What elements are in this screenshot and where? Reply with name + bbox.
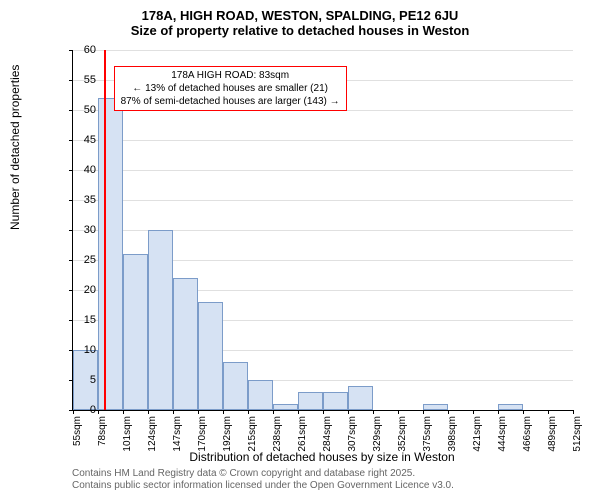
x-tick-mark [173, 410, 174, 414]
x-tick-mark [323, 410, 324, 414]
x-tick-label: 352sqm [397, 416, 408, 456]
y-tick-label: 15 [84, 314, 96, 326]
x-tick-label: 329sqm [372, 416, 383, 456]
x-tick-label: 307sqm [347, 416, 358, 456]
x-tick-mark [573, 410, 574, 414]
histogram-bar [323, 392, 348, 410]
histogram-bar [173, 278, 198, 410]
y-tick-label: 10 [84, 344, 96, 356]
y-axis-label: Number of detached properties [8, 65, 22, 230]
x-tick-mark [223, 410, 224, 414]
grid-line [73, 140, 573, 141]
property-marker-line [104, 50, 106, 410]
x-tick-mark [298, 410, 299, 414]
x-tick-mark [373, 410, 374, 414]
y-tick-label: 20 [84, 284, 96, 296]
x-tick-mark [348, 410, 349, 414]
y-tick-label: 60 [84, 44, 96, 56]
histogram-bar [298, 392, 323, 410]
x-tick-mark [448, 410, 449, 414]
x-tick-label: 512sqm [572, 416, 583, 456]
histogram-bar [98, 98, 123, 410]
y-tick-label: 0 [90, 404, 96, 416]
x-tick-label: 147sqm [172, 416, 183, 456]
annotation-line: ← 13% of detached houses are smaller (21… [121, 82, 340, 95]
grid-line [73, 200, 573, 201]
x-tick-label: 192sqm [222, 416, 233, 456]
annotation-box: 178A HIGH ROAD: 83sqm← 13% of detached h… [114, 66, 347, 111]
x-tick-mark [498, 410, 499, 414]
y-tick-label: 5 [90, 374, 96, 386]
x-tick-label: 466sqm [522, 416, 533, 456]
x-tick-mark [123, 410, 124, 414]
x-tick-mark [198, 410, 199, 414]
histogram-bar [348, 386, 373, 410]
y-tick-label: 45 [84, 134, 96, 146]
histogram-bar [123, 254, 148, 410]
footer-line2: Contains public sector information licen… [72, 480, 454, 492]
histogram-bar [423, 404, 448, 410]
footer-line1: Contains HM Land Registry data © Crown c… [72, 468, 454, 480]
histogram-bar [273, 404, 298, 410]
x-tick-mark [148, 410, 149, 414]
chart-plot-area: 178A HIGH ROAD: 83sqm← 13% of detached h… [72, 50, 573, 411]
footer-attribution: Contains HM Land Registry data © Crown c… [72, 468, 454, 492]
histogram-bar [498, 404, 523, 410]
x-tick-label: 375sqm [422, 416, 433, 456]
x-tick-label: 238sqm [272, 416, 283, 456]
x-tick-mark [73, 410, 74, 414]
y-tick-label: 30 [84, 224, 96, 236]
title-subtitle: Size of property relative to detached ho… [0, 23, 600, 42]
x-tick-label: 489sqm [547, 416, 558, 456]
x-tick-label: 398sqm [447, 416, 458, 456]
histogram-bar [223, 362, 248, 410]
x-tick-mark [473, 410, 474, 414]
y-tick-label: 35 [84, 194, 96, 206]
x-tick-label: 444sqm [497, 416, 508, 456]
annotation-line: 87% of semi-detached houses are larger (… [121, 95, 340, 108]
x-tick-label: 284sqm [322, 416, 333, 456]
chart-container: 178A, HIGH ROAD, WESTON, SPALDING, PE12 … [0, 0, 600, 500]
title-address: 178A, HIGH ROAD, WESTON, SPALDING, PE12 … [0, 0, 600, 23]
y-tick-label: 40 [84, 164, 96, 176]
annotation-line: 178A HIGH ROAD: 83sqm [121, 69, 340, 82]
x-tick-mark [548, 410, 549, 414]
x-tick-mark [523, 410, 524, 414]
x-tick-label: 215sqm [247, 416, 258, 456]
x-tick-mark [248, 410, 249, 414]
x-tick-mark [98, 410, 99, 414]
histogram-bar [198, 302, 223, 410]
y-tick-label: 50 [84, 104, 96, 116]
grid-line [73, 50, 573, 51]
x-tick-mark [273, 410, 274, 414]
x-tick-mark [398, 410, 399, 414]
y-tick-label: 25 [84, 254, 96, 266]
x-tick-label: 124sqm [147, 416, 158, 456]
x-tick-label: 101sqm [122, 416, 133, 456]
x-tick-label: 261sqm [297, 416, 308, 456]
y-tick-label: 55 [84, 74, 96, 86]
grid-line [73, 170, 573, 171]
x-tick-label: 421sqm [472, 416, 483, 456]
histogram-bar [148, 230, 173, 410]
x-tick-label: 170sqm [197, 416, 208, 456]
x-tick-label: 55sqm [72, 416, 83, 456]
x-tick-mark [423, 410, 424, 414]
x-tick-label: 78sqm [97, 416, 108, 456]
histogram-bar [248, 380, 273, 410]
